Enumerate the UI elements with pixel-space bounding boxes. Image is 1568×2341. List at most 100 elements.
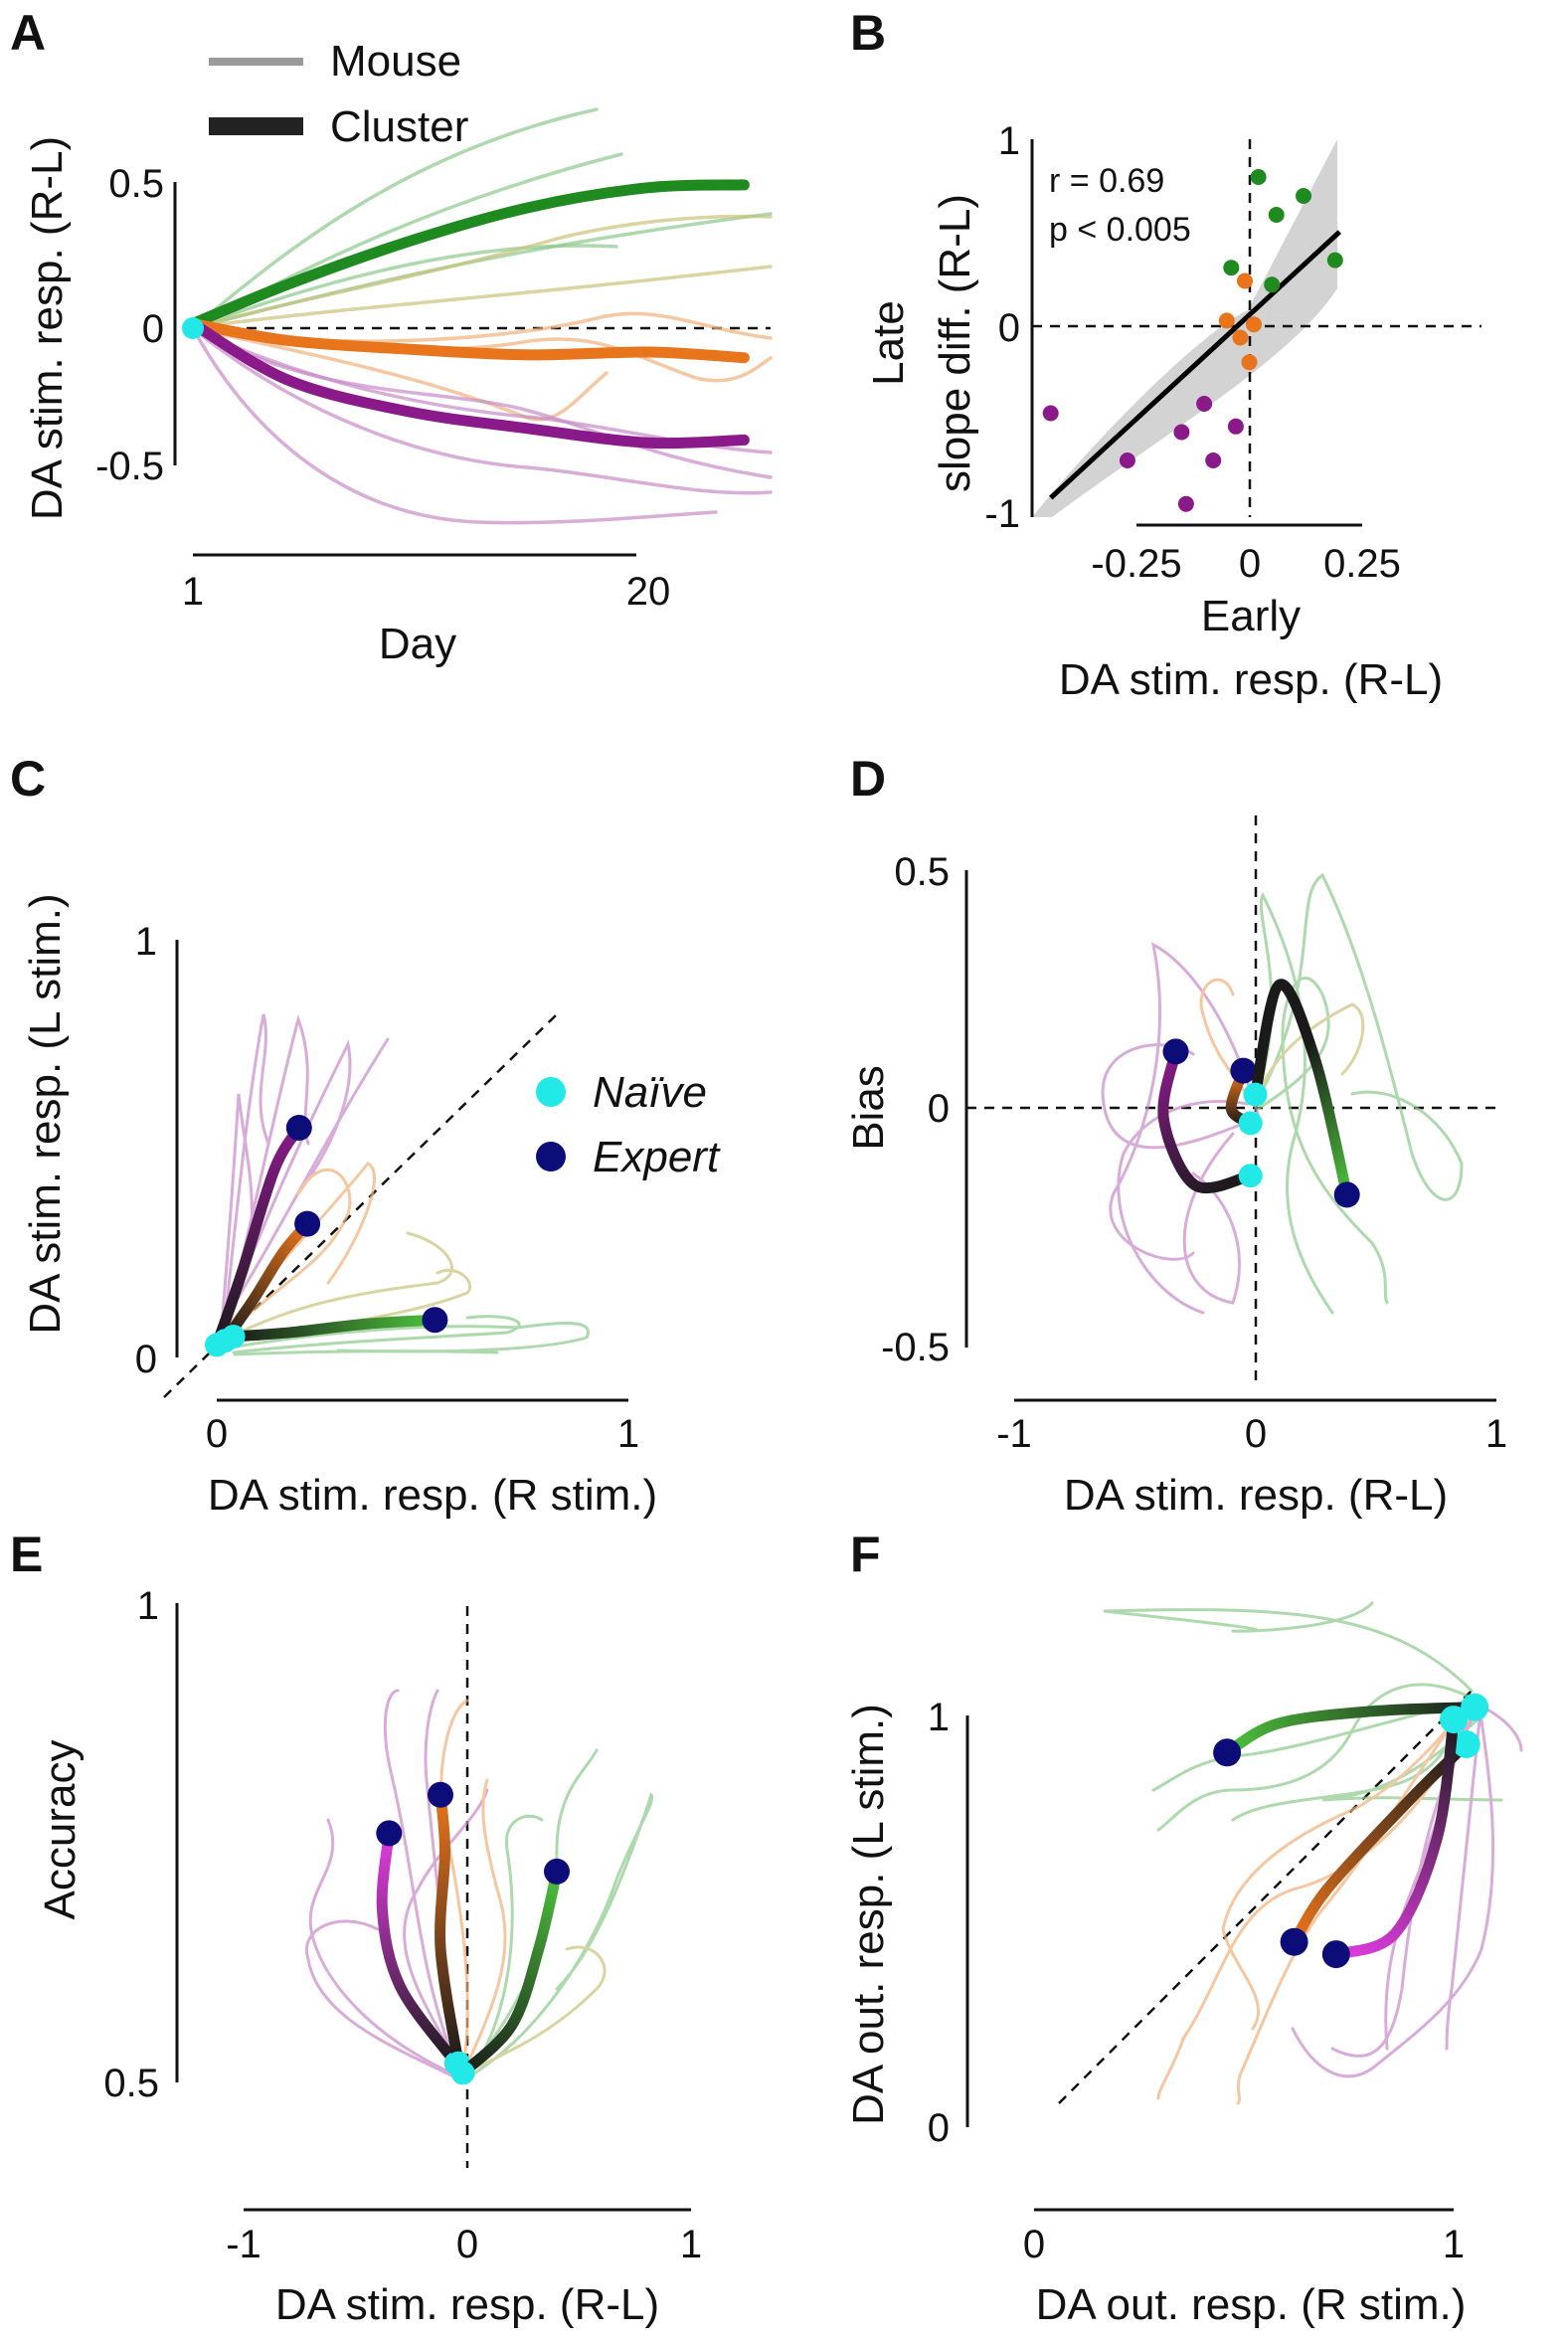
panel-d-naive-marker-green bbox=[1243, 1082, 1268, 1107]
panel-e-letter: E bbox=[10, 1527, 43, 1582]
panel-c-xtick-1: 1 bbox=[617, 1412, 639, 1456]
panel-b-point-8 bbox=[1218, 312, 1235, 329]
panel-a: A Mouse Cluster 0.5 0 -0.5 1 20 Day DA s… bbox=[10, 5, 773, 668]
panel-d-cluster-line-green bbox=[1250, 979, 1353, 1200]
panel-c-cluster-line-purple bbox=[211, 1122, 305, 1351]
expert-legend-label: Expert bbox=[593, 1133, 721, 1181]
panel-a-ytick-0: 0 bbox=[142, 307, 164, 351]
panel-a-letter: A bbox=[10, 5, 46, 61]
panel-f-xtick-1: 1 bbox=[1443, 2223, 1465, 2266]
panel-f-naive-marker-orange bbox=[1452, 1730, 1481, 1758]
panel-d-ytick-0.5: 0.5 bbox=[894, 850, 950, 894]
panel-c-expert-marker-purple bbox=[285, 1115, 312, 1141]
panel-a-xlabel: Day bbox=[379, 620, 456, 668]
panel-e-expert-marker-orange bbox=[428, 1781, 453, 1808]
panel-a-naive-marker bbox=[182, 317, 204, 339]
panel-d-ytick-0: 0 bbox=[928, 1087, 950, 1131]
panel-b-point-5 bbox=[1223, 260, 1240, 276]
panel-f-letter: F bbox=[850, 1527, 881, 1582]
panel-d-cluster-lines bbox=[1157, 979, 1360, 1208]
panel-b-point-3 bbox=[1296, 188, 1311, 204]
panel-c-xlabel: DA stim. resp. (R stim.) bbox=[208, 1471, 657, 1520]
panel-b-point-18 bbox=[1227, 418, 1244, 435]
panel-c-letter: C bbox=[10, 751, 46, 807]
panel-b-point-10 bbox=[1241, 354, 1258, 371]
panel-d-xlabel: DA stim. resp. (R-L) bbox=[1064, 1471, 1448, 1520]
panel-c-ylabel: DA stim. resp. (L stim.) bbox=[21, 893, 70, 1334]
panel-b-xlabel: Early bbox=[1201, 592, 1301, 640]
panel-b-point-16 bbox=[1205, 452, 1222, 468]
panel-b-point-13 bbox=[1119, 452, 1135, 468]
panel-f-mouse-traces bbox=[1103, 1601, 1523, 2105]
panel-b-ytick-1: 1 bbox=[998, 119, 1020, 163]
legend-thick-label: Cluster bbox=[330, 102, 468, 151]
panel-b-point-7 bbox=[1237, 272, 1253, 289]
panel-f-xlabel: DA out. resp. (R stim.) bbox=[1036, 2280, 1467, 2329]
panel-a-cluster-line-orange bbox=[187, 318, 750, 364]
panel-d-xtick-0: 0 bbox=[1245, 1412, 1267, 1456]
panel-a-xtick-20: 20 bbox=[626, 570, 671, 614]
panel-b-point-1 bbox=[1250, 169, 1267, 185]
panel-b-fit-line bbox=[1049, 230, 1341, 500]
panel-b-p-stat: p < 0.005 bbox=[1049, 211, 1191, 249]
panel-a-ylabel: DA stim. resp. (R-L) bbox=[23, 136, 72, 520]
panel-b-points bbox=[1042, 169, 1343, 512]
panel-f-ylabel: DA out. resp. (L stim.) bbox=[844, 1704, 893, 2125]
panel-c-cluster-line-orange bbox=[219, 1218, 313, 1347]
panel-b-xtick-0.25: 0.25 bbox=[1323, 542, 1401, 586]
panel-d-expert-marker-green bbox=[1333, 1181, 1360, 1208]
panel-f-cluster-line-orange bbox=[1289, 1738, 1473, 1948]
panel-b-point-4 bbox=[1326, 252, 1343, 269]
panel-e-cluster-line-orange bbox=[435, 1789, 464, 2070]
panel-e-ytick-0.5: 0.5 bbox=[103, 2062, 159, 2105]
panel-a-ytick-0.5: 0.5 bbox=[108, 162, 164, 206]
panel-f-expert-marker-purple bbox=[1321, 1940, 1350, 1969]
panel-e-xtick-0: 0 bbox=[456, 2223, 478, 2266]
panel-d-xtick-1: 1 bbox=[1485, 1412, 1507, 1456]
panel-c-ytick-0: 0 bbox=[135, 1338, 157, 1381]
panel-b-point-6 bbox=[1264, 276, 1281, 293]
panel-e-naive-marker-green bbox=[450, 2061, 475, 2085]
panel-b-ylabel2: slope diff. (R-L) bbox=[931, 194, 979, 492]
panel-e-cluster-lines bbox=[376, 1781, 570, 2085]
panel-b-r-stat: r = 0.69 bbox=[1049, 162, 1164, 200]
panel-e-expert-marker-purple bbox=[376, 1820, 403, 1847]
panel-d-expert-marker-orange bbox=[1230, 1057, 1257, 1084]
panel-f-expert-marker-green bbox=[1213, 1738, 1242, 1767]
panel-f: F 1 0 0 1 DA out. resp. (R stim.) DA out… bbox=[844, 1527, 1523, 2329]
panel-b-ytick-0: 0 bbox=[998, 306, 1020, 350]
panel-e-ylabel: Accuracy bbox=[36, 1740, 85, 1920]
panel-d-ylabel: Bias bbox=[844, 1065, 893, 1151]
panel-d: D 0.5 0 -0.5 -1 0 1 DA stim. resp. (R-L)… bbox=[844, 751, 1507, 1520]
panel-e-xtick--1: -1 bbox=[226, 2223, 261, 2266]
panel-b-xtick-0: 0 bbox=[1239, 542, 1261, 586]
panel-c-mouse-traces bbox=[219, 1013, 590, 1356]
panel-b-xlabel2: DA stim. resp. (R-L) bbox=[1059, 655, 1443, 704]
panel-f-cluster-line-purple bbox=[1330, 1713, 1460, 1960]
panel-b-ylabel: Late bbox=[864, 300, 913, 386]
panel-a-cluster-line-green bbox=[187, 179, 750, 329]
panel-c-cluster-lines bbox=[205, 1115, 448, 1357]
expert-legend-marker bbox=[536, 1142, 566, 1171]
panel-d-ytick--0.5: -0.5 bbox=[881, 1326, 950, 1369]
naive-legend-marker bbox=[536, 1077, 566, 1107]
panel-e-ytick-1: 1 bbox=[137, 1584, 159, 1628]
panel-f-naive-marker-green bbox=[1461, 1693, 1489, 1721]
panel-f-cluster-line-green bbox=[1221, 1702, 1481, 1758]
panel-d-expert-marker-purple bbox=[1162, 1038, 1189, 1065]
panel-b: B r = 0.69 p < 0.005 1 0 -1 -0.25 0 0.25… bbox=[850, 5, 1481, 704]
panel-e-cluster-line-green bbox=[457, 1866, 563, 2078]
panel-e: E 1 0.5 -1 0 1 DA stim. resp. (R-L) Accu… bbox=[10, 1527, 702, 2329]
panel-b-point-15 bbox=[1196, 396, 1213, 412]
panel-e-cluster-line-purple bbox=[376, 1827, 462, 2070]
panel-a-ytick--0.5: -0.5 bbox=[95, 445, 164, 488]
panel-d-xtick--1: -1 bbox=[996, 1412, 1032, 1456]
panel-c-ytick-1: 1 bbox=[135, 920, 157, 964]
panel-b-point-17 bbox=[1177, 495, 1194, 512]
panel-e-expert-marker-green bbox=[544, 1858, 570, 1885]
panel-e-xlabel: DA stim. resp. (R-L) bbox=[275, 2280, 659, 2329]
panel-f-naive-marker-purple bbox=[1440, 1706, 1468, 1734]
panel-b-point-14 bbox=[1173, 424, 1190, 441]
panel-a-mouse-traces bbox=[191, 107, 773, 525]
panel-a-xtick-1: 1 bbox=[182, 570, 204, 614]
